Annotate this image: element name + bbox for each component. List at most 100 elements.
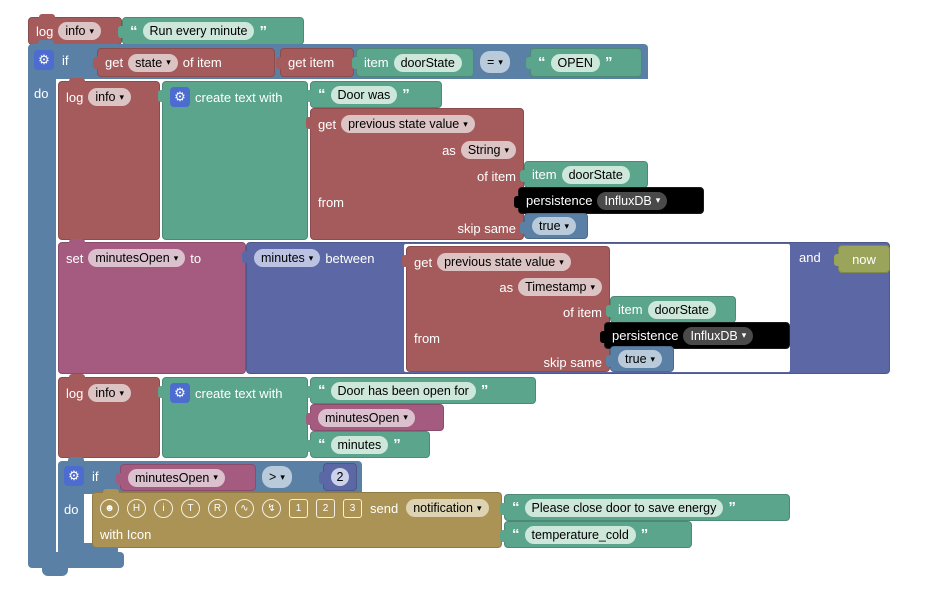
variable-block-minutesopen[interactable]: minutesOpen ▾: [116, 464, 256, 491]
text-block-open-for[interactable]: “ Door has been open for ”: [306, 377, 536, 404]
item-name-field[interactable]: doorState: [393, 53, 462, 72]
mutator-gear-icon[interactable]: ⚙: [34, 50, 54, 70]
dropdown-arrow-icon: ▾: [119, 91, 125, 102]
previous-state-value-block-string[interactable]: get previous state value ▾ as String ▾ o…: [306, 108, 524, 240]
item-block-doorstate[interactable]: item doorState: [606, 296, 736, 323]
state-dropdown[interactable]: state ▾: [128, 53, 178, 72]
item-name-field[interactable]: doorState: [647, 300, 716, 319]
dropdown-arrow-icon: ▾: [463, 118, 468, 129]
text-block-minutes[interactable]: “ minutes ”: [306, 431, 430, 458]
dropdown-arrow-icon: ▾: [564, 220, 570, 231]
create-text-label: create text with: [195, 89, 283, 105]
row-get: get previous state value ▾: [311, 111, 523, 137]
get-item-block[interactable]: get item: [276, 48, 354, 77]
boolean-dropdown[interactable]: true ▾: [618, 350, 663, 368]
inner-do-label: do: [64, 502, 79, 517]
item-block-doorstate[interactable]: item doorState: [520, 161, 648, 188]
persistence-block[interactable]: persistence InfluxDB ▾: [600, 322, 790, 349]
text-input[interactable]: Door has been open for: [330, 381, 476, 400]
persistence-block[interactable]: persistence InfluxDB ▾: [514, 187, 704, 214]
dropdown-arrow-icon: ▾: [498, 56, 503, 67]
text-input[interactable]: temperature_cold: [524, 525, 636, 544]
row-as: as Timestamp ▾: [407, 274, 609, 300]
unit-dropdown[interactable]: minutes ▾: [254, 249, 321, 267]
persistence-service-dropdown[interactable]: InfluxDB ▾: [683, 326, 754, 345]
set-label: set: [66, 250, 84, 266]
and-label: and: [799, 250, 821, 265]
type-dropdown[interactable]: String ▾: [460, 141, 516, 159]
get-item-label: get item: [288, 55, 335, 70]
close-quote-icon: ”: [402, 86, 410, 103]
row-with-icon: with Icon: [93, 521, 501, 547]
log-block-duration[interactable]: log info ▾: [58, 374, 160, 458]
set-variable-block[interactable]: set minutesOpen ▾ to: [58, 239, 246, 374]
row-skip-same: skip same: [407, 349, 609, 375]
item-label: item: [364, 55, 389, 70]
text-input[interactable]: Please close door to save energy: [524, 498, 724, 517]
get-label: get: [414, 254, 433, 270]
open-quote-icon: “: [318, 382, 326, 399]
notification-type-dropdown[interactable]: notification ▾: [406, 499, 489, 517]
send-label: send: [370, 500, 399, 516]
number-block-2[interactable]: 2: [319, 463, 357, 491]
type-dropdown[interactable]: Timestamp ▾: [518, 278, 602, 296]
prev-state-option-dropdown[interactable]: previous state value ▾: [341, 115, 475, 133]
dropdown-arrow-icon: ▾: [741, 330, 747, 340]
text-input[interactable]: Run every minute: [142, 22, 255, 40]
text-block-open[interactable]: “ OPEN ”: [526, 48, 642, 77]
text-input[interactable]: OPEN: [550, 53, 600, 72]
text-block-run-every-minute[interactable]: “ Run every minute ”: [118, 17, 304, 45]
skip-same-label: skip same: [457, 220, 516, 236]
persistence-service-dropdown[interactable]: InfluxDB ▾: [597, 191, 668, 210]
log-level-dropdown[interactable]: info ▾: [88, 384, 132, 402]
text-input[interactable]: Door was: [330, 85, 398, 104]
of-item-label: of item: [562, 304, 602, 320]
text-block-icon-name[interactable]: “ temperature_cold ”: [500, 521, 692, 548]
dropdown-arrow-icon: ▾: [559, 256, 564, 267]
boolean-dropdown[interactable]: true ▾: [532, 217, 577, 235]
row-of-item: of item: [407, 299, 609, 325]
variable-dropdown[interactable]: minutesOpen ▾: [128, 468, 225, 487]
get-label: get: [318, 116, 337, 132]
comparison-operator-dropdown[interactable]: > ▾: [262, 466, 292, 488]
boolean-block-true[interactable]: true ▾: [606, 346, 674, 372]
item-block-doorstate[interactable]: item doorState: [352, 48, 474, 77]
outer-if-spine[interactable]: [28, 79, 56, 552]
text-block-door-was[interactable]: “ Door was ”: [306, 81, 442, 108]
persistence-label: persistence: [612, 328, 679, 343]
person-icon: ☻: [100, 498, 119, 518]
variable-block-minutesopen[interactable]: minutesOpen ▾: [306, 404, 444, 431]
mutator-gear-icon[interactable]: ⚙: [170, 383, 190, 403]
prev-state-option-dropdown[interactable]: previous state value ▾: [437, 253, 571, 271]
notification-icons-field[interactable]: ☻ H i T R ∿ ↯ 1 2 3 send notification ▾: [93, 495, 501, 521]
comparison-operator-dropdown[interactable]: = ▾: [480, 51, 510, 73]
create-text-with-block-2[interactable]: ⚙ create text with: [158, 377, 308, 458]
row-of-item: of item: [311, 163, 523, 189]
mutator-gear-icon[interactable]: ⚙: [170, 87, 190, 107]
number-input[interactable]: 2: [330, 468, 350, 486]
open-quote-icon: “: [512, 499, 520, 516]
create-text-with-block-1[interactable]: ⚙ create text with: [158, 81, 308, 240]
text-block-notification-message[interactable]: “ Please close door to save energy ”: [500, 494, 790, 521]
get-state-of-item-block[interactable]: get state ▾ of item: [93, 48, 275, 77]
row-from: from: [407, 325, 609, 351]
log-level-dropdown[interactable]: info ▾: [88, 88, 132, 106]
runner-1-icon: 1: [289, 498, 308, 518]
text-input[interactable]: minutes: [330, 435, 389, 454]
row-as: as String ▾: [311, 137, 523, 163]
item-name-field[interactable]: doorState: [561, 165, 630, 184]
variable-dropdown[interactable]: minutesOpen ▾: [88, 249, 186, 267]
open-quote-icon: “: [538, 54, 546, 71]
mutator-gear-icon[interactable]: ⚙: [64, 466, 84, 486]
inner-if-next-tab: [72, 555, 90, 561]
log-level-dropdown[interactable]: info ▾: [58, 22, 102, 40]
inner-if-spine[interactable]: [58, 494, 84, 543]
close-quote-icon: ”: [640, 526, 649, 543]
variable-dropdown[interactable]: minutesOpen ▾: [318, 408, 415, 427]
send-notification-block[interactable]: ☻ H i T R ∿ ↯ 1 2 3 send notification ▾ …: [92, 489, 502, 548]
now-block[interactable]: now: [834, 245, 890, 273]
log-block-door-was[interactable]: log info ▾: [58, 78, 160, 240]
previous-state-value-block-timestamp[interactable]: get previous state value ▾ as Timestamp …: [402, 246, 610, 375]
boolean-block-true[interactable]: true ▾: [520, 213, 588, 239]
